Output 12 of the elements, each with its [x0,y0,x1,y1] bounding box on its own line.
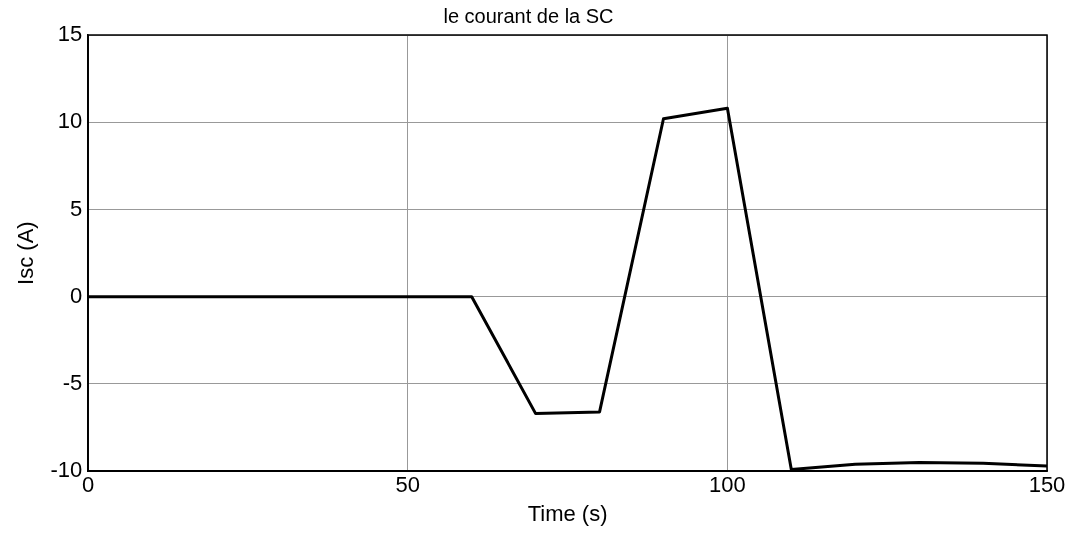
y-tick-label: -10 [50,457,83,483]
y-tick-label: 0 [69,282,83,308]
x-tick-label: 100 [709,472,746,498]
chart-title: le courant de la SC [443,4,614,27]
y-axis-title: Isc (A) [13,221,39,285]
y-tick-label: 15 [57,21,83,47]
x-tick-label: 150 [1028,472,1066,498]
y-tick-label: -5 [62,370,83,396]
y-tick-label: 5 [69,195,83,221]
x-tick-label: 50 [395,472,421,498]
y-tick-label: 10 [57,108,83,134]
x-axis-title: Time (s) [527,500,608,526]
